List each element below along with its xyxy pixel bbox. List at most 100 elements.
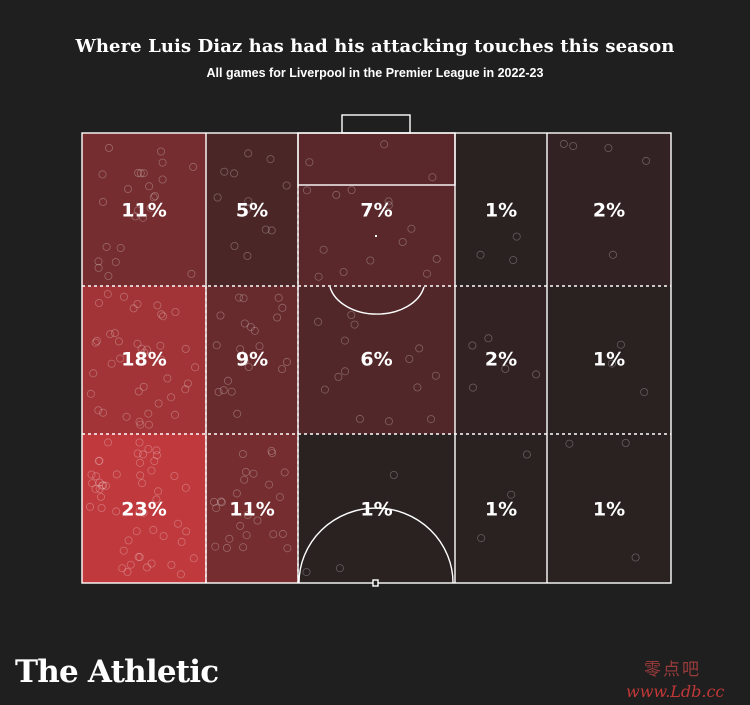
touch-dot bbox=[235, 293, 244, 302]
touch-dot bbox=[167, 393, 176, 402]
touch-dot bbox=[181, 385, 190, 394]
touch-dot bbox=[428, 173, 437, 182]
touch-dot bbox=[94, 263, 103, 272]
touch-dot bbox=[238, 449, 247, 458]
touch-dot bbox=[225, 534, 234, 543]
touch-dot bbox=[136, 169, 145, 178]
touch-dot bbox=[616, 340, 625, 349]
touch-dot bbox=[334, 372, 343, 381]
touch-dot bbox=[95, 298, 104, 307]
penalty-spot bbox=[375, 235, 377, 237]
touch-dot bbox=[86, 502, 95, 511]
touch-dot bbox=[282, 181, 291, 190]
touch-dot bbox=[246, 323, 255, 332]
zone-middle-3 bbox=[298, 286, 455, 434]
touch-dot bbox=[112, 470, 121, 479]
touch-dot bbox=[216, 311, 225, 320]
watermark-url: www.Ldb.cc bbox=[626, 682, 725, 701]
touch-dot bbox=[135, 553, 144, 562]
touch-dot bbox=[105, 143, 114, 152]
touch-dot bbox=[607, 359, 616, 368]
zone-value-label: 1% bbox=[593, 349, 625, 371]
touch-dot bbox=[177, 537, 186, 546]
touch-dot bbox=[144, 420, 153, 429]
touch-dot bbox=[181, 483, 190, 492]
touch-dot bbox=[468, 383, 477, 392]
zone-bottom-5 bbox=[547, 434, 671, 583]
touch-dot bbox=[181, 344, 190, 353]
touch-dot bbox=[98, 481, 107, 490]
touch-dot bbox=[86, 389, 95, 398]
touch-dot bbox=[94, 457, 103, 466]
touch-dot bbox=[384, 197, 393, 206]
touch-dot bbox=[569, 142, 578, 151]
touch-dot bbox=[512, 232, 521, 241]
touch-dot bbox=[212, 504, 221, 513]
touch-dot bbox=[278, 303, 287, 312]
touch-dot bbox=[140, 348, 149, 357]
touch-dot bbox=[223, 376, 232, 385]
chart-subtitle: All games for Liverpool in the Premier L… bbox=[206, 66, 544, 80]
touch-dot bbox=[621, 438, 630, 447]
touch-dot bbox=[138, 213, 147, 222]
zone-value-label: 1% bbox=[593, 499, 625, 521]
zone-middle-2 bbox=[206, 286, 298, 434]
touch-dot bbox=[103, 290, 112, 299]
touch-dot bbox=[191, 363, 200, 372]
touch-dot bbox=[97, 503, 106, 512]
touch-dot bbox=[213, 193, 222, 202]
touch-dot bbox=[158, 158, 167, 167]
touch-dot bbox=[250, 326, 259, 335]
touch-dot bbox=[389, 470, 398, 479]
zone-value-label: 5% bbox=[236, 200, 268, 222]
touch-dot bbox=[136, 471, 145, 480]
zone-top-4 bbox=[455, 133, 547, 286]
touch-dot bbox=[240, 319, 249, 328]
centre-circle bbox=[298, 507, 454, 584]
touch-dot bbox=[137, 344, 146, 353]
touch-dot bbox=[217, 498, 226, 507]
touch-dot bbox=[501, 364, 510, 373]
penalty-arc bbox=[329, 286, 425, 315]
zone-middle-4 bbox=[455, 286, 547, 434]
touch-dot bbox=[152, 495, 161, 504]
zone-top-5 bbox=[547, 133, 671, 286]
touch-dot bbox=[144, 444, 153, 453]
touch-dot bbox=[150, 457, 159, 466]
touch-dot bbox=[267, 226, 276, 235]
touch-dot bbox=[384, 201, 393, 210]
touch-dot bbox=[426, 415, 435, 424]
zone-top-3 bbox=[298, 133, 455, 286]
zone-value-label: 1% bbox=[360, 499, 392, 521]
touch-dot bbox=[269, 530, 278, 539]
touch-dot bbox=[131, 212, 140, 221]
touch-dot bbox=[243, 204, 252, 213]
touch-dot bbox=[244, 362, 253, 371]
zone-top-1 bbox=[82, 133, 206, 286]
touch-dot bbox=[135, 506, 144, 515]
touch-dot bbox=[319, 245, 328, 254]
touch-dot bbox=[302, 186, 311, 195]
touch-dot bbox=[92, 472, 101, 481]
touch-dot bbox=[522, 450, 531, 459]
touch-dot bbox=[132, 527, 141, 536]
touch-dot bbox=[232, 489, 241, 498]
touch-dot bbox=[134, 552, 143, 561]
touch-dot bbox=[273, 313, 282, 322]
touch-dot bbox=[110, 329, 119, 338]
touch-dot bbox=[233, 409, 242, 418]
touch-dot bbox=[267, 446, 276, 455]
touch-dot bbox=[94, 257, 103, 266]
zone-value-label: 6% bbox=[360, 349, 392, 371]
touch-dot bbox=[243, 511, 252, 520]
touch-dot bbox=[133, 206, 142, 215]
touch-dot bbox=[120, 292, 129, 301]
touch-dot bbox=[565, 439, 574, 448]
touch-dot bbox=[335, 564, 344, 573]
touch-dot bbox=[157, 355, 166, 364]
touch-dot bbox=[239, 543, 248, 552]
touch-dot bbox=[431, 371, 440, 380]
centre-spot bbox=[372, 579, 379, 587]
touch-dot bbox=[106, 330, 115, 339]
